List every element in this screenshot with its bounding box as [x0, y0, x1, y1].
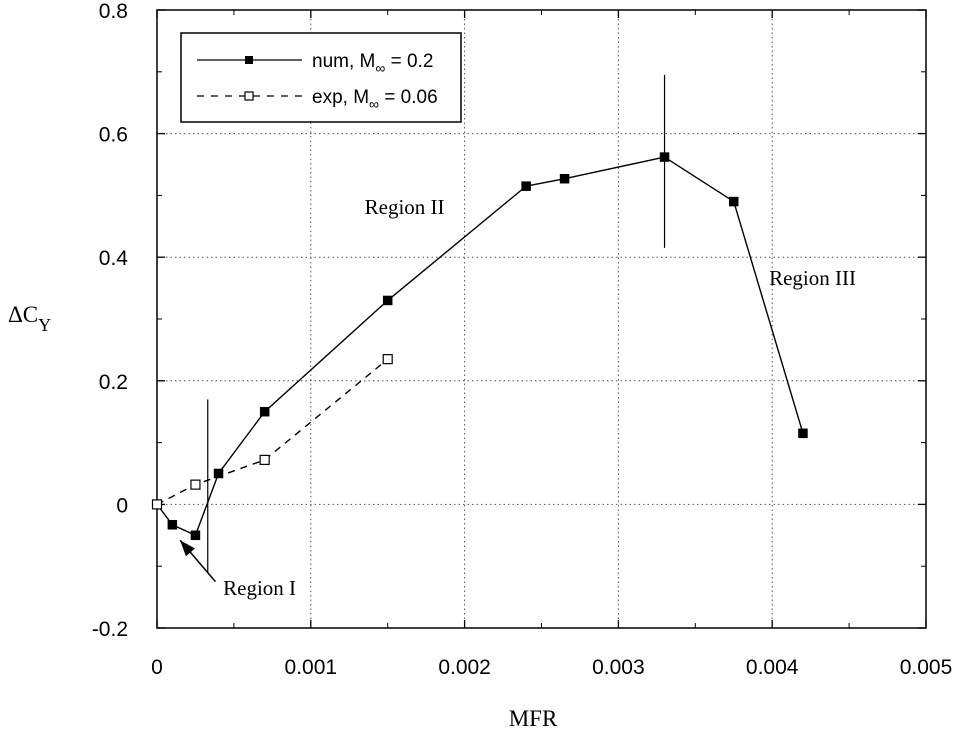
x-tick-label: 0.003 [592, 656, 645, 679]
data-point-series-0 [521, 181, 531, 191]
legend-entry-exp: exp, M∞ = 0.06 [197, 87, 438, 112]
x-axis-title: MFR [509, 706, 558, 731]
region-label: Region III [769, 266, 856, 290]
y-tick-label: -0.2 [92, 618, 128, 641]
data-point-series-1 [151, 499, 163, 510]
legend-label-exp-sub: ∞ [369, 96, 379, 112]
legend-box [180, 32, 462, 123]
data-point-series-0 [559, 173, 570, 184]
region-label: Region I [223, 576, 296, 600]
legend-label-num: num, M∞ = 0.2 [312, 51, 433, 76]
x-tick-label: 0.004 [746, 656, 799, 679]
data-point-series-0 [382, 295, 393, 306]
y-tick-label: 0.8 [99, 0, 128, 23]
x-tick-label: 0.001 [285, 656, 338, 679]
legend-label-exp: exp, M∞ = 0.06 [312, 87, 438, 112]
legend-entry-num: num, M∞ = 0.2 [197, 51, 433, 76]
y-tick-label: 0.2 [99, 371, 128, 394]
data-point-series-0 [259, 406, 270, 417]
y-tick-label: 0 [116, 494, 128, 517]
y-tick-label: 0.4 [99, 247, 129, 270]
data-point-series-0 [729, 196, 739, 207]
legend-marker-num [245, 56, 253, 64]
data-point-series-0 [190, 530, 201, 541]
data-point-series-0 [213, 468, 224, 479]
legend: num, M∞ = 0.2 exp, M∞ = 0.06 [180, 32, 462, 123]
y-axis-title: ΔCY [8, 302, 51, 335]
legend-marker-exp [244, 91, 254, 101]
y-axis-title-sub: Y [38, 315, 51, 335]
tick-marks [156, 9, 927, 629]
y-tick-label: 0.6 [99, 124, 128, 147]
data-point-series-0 [798, 428, 808, 439]
arrow-head [180, 540, 196, 557]
data-point-series-1 [190, 479, 201, 490]
data-point-series-1 [382, 354, 393, 365]
data-point-series-0 [167, 520, 178, 530]
series-layer [151, 152, 808, 541]
annotations: Region I Region II Region III [179, 74, 856, 600]
x-tick-label: 0 [151, 656, 163, 679]
series-line-0 [156, 156, 804, 537]
data-point-series-1 [259, 454, 270, 466]
x-tick-label: 0.002 [438, 656, 491, 679]
x-tick-label: 0.005 [900, 656, 953, 679]
series-line-1 [156, 358, 389, 506]
legend-label-num-sub: ∞ [375, 60, 385, 76]
region-label: Region II [365, 195, 445, 219]
